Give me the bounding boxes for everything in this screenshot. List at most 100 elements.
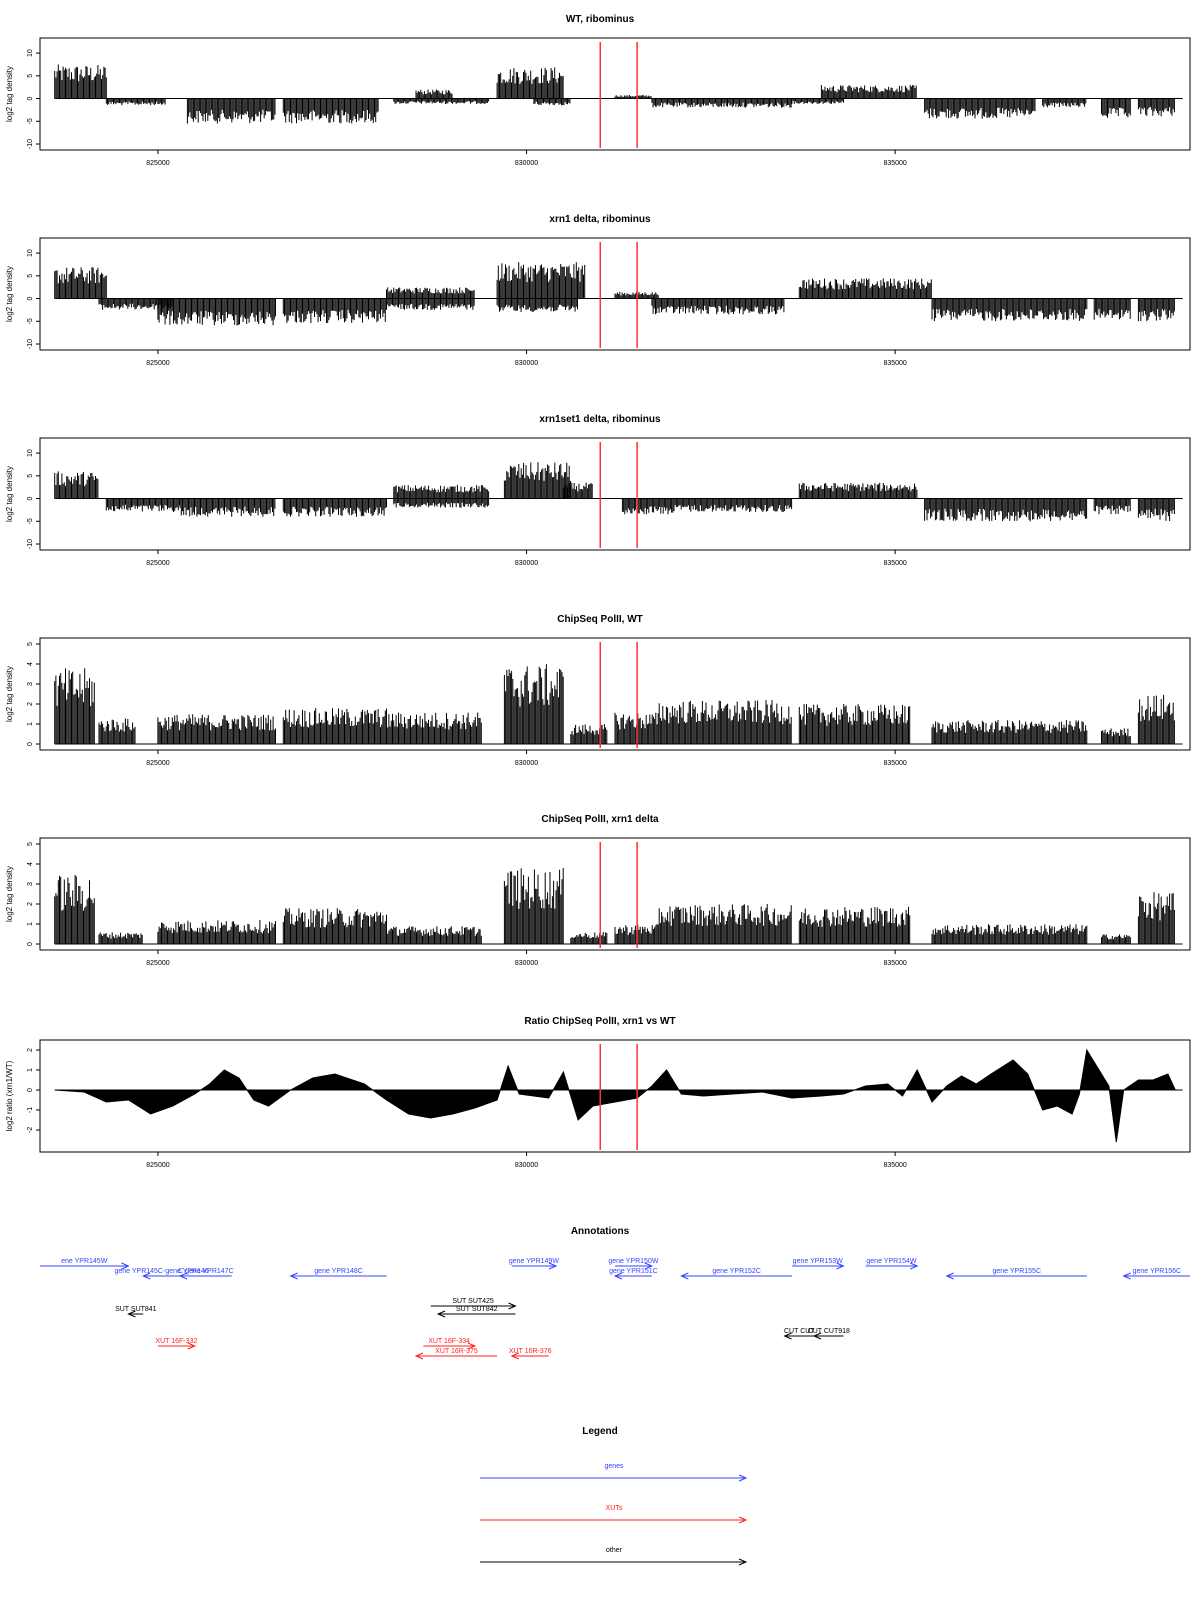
feature-label: CUT CUT918 (808, 1328, 850, 1335)
signal-segment-14 (1101, 98, 1131, 118)
x-tick-label: 825000 (146, 960, 169, 967)
y-tick-label: -5 (27, 518, 34, 524)
y-tick-label: 1 (27, 722, 34, 726)
signal-segment-6 (415, 89, 453, 99)
signal-segment-1 (54, 471, 99, 499)
feature-label: C gene YPR147C (178, 1268, 234, 1275)
feature-gene: gene YPR145C-gene YPR146 (114, 1268, 209, 1280)
y-axis-label: log2 tag density (5, 66, 14, 122)
signal-segment-5 (386, 926, 482, 944)
signal-segment-13 (1137, 892, 1175, 944)
y-tick-label: 1 (27, 922, 34, 926)
signal-segment-5 (386, 712, 482, 744)
signal-segment-2 (98, 932, 143, 944)
y-tick-label: 0 (27, 496, 34, 500)
y-axis-label: log2 ratio (xrn1/WT) (5, 1060, 14, 1131)
y-tick-label: 5 (27, 642, 34, 646)
x-tick-label: 825000 (146, 360, 169, 367)
y-tick-label: 1 (27, 1068, 34, 1072)
feature-label: ene YPR145W (61, 1258, 108, 1265)
feature-other: CUT CUT918 (808, 1328, 850, 1340)
signal-segment-11 (798, 482, 918, 499)
y-tick-label: -10 (27, 539, 34, 549)
legend-label: other (606, 1547, 623, 1554)
arrowhead-left (178, 1272, 188, 1280)
y-tick-label: -5 (27, 318, 34, 324)
signal-segment-3 (179, 498, 276, 517)
feature-other: CUT CUT (783, 1328, 815, 1340)
y-tick-label: -5 (27, 118, 34, 124)
chart-title: ChipSeq PolII, WT (557, 614, 643, 625)
signal-segment-5 (393, 485, 490, 499)
feature-gene: gene YPR153W (791, 1258, 845, 1270)
feature-label: XUT 16R-375 (435, 1348, 478, 1355)
arrowhead-left (414, 1352, 424, 1360)
feature-xut: XUT 16F-334 (423, 1338, 477, 1350)
y-tick-label: 0 (27, 1088, 34, 1092)
signal-segment-13 (1093, 298, 1131, 320)
feature-label: gene YPR156C (1133, 1268, 1182, 1275)
signal-segment-12 (924, 98, 1036, 119)
chart-title: WT, ribominus (566, 14, 635, 25)
x-tick-label: 835000 (883, 360, 906, 367)
y-tick-label: -10 (27, 339, 34, 349)
signal-segment-10 (651, 298, 785, 315)
x-tick-label: 830000 (515, 360, 538, 367)
x-tick-label: 835000 (883, 160, 906, 167)
annotations-title: Annotations (571, 1226, 630, 1237)
feature-label: XUT 16R-376 (509, 1348, 552, 1355)
chart-panel-6: Ratio ChipSeq PolII, xrn1 vs WT log2 rati… (5, 1016, 1191, 1169)
y-tick-label: 0 (27, 296, 34, 300)
signal-segment-11 (931, 720, 1088, 744)
feature-other: SUT SUT841 (115, 1306, 157, 1318)
y-axis-label: log2 tag density (5, 466, 14, 522)
arrowhead-left (613, 1272, 623, 1280)
signal-segment-3 (186, 98, 276, 124)
signal-segment-8 (533, 98, 571, 106)
legend-arrowhead (738, 1474, 748, 1482)
feature-xut: XUT 16F-332 (155, 1338, 197, 1350)
signal-segment-7 (503, 462, 571, 499)
y-tick-label: 4 (27, 662, 34, 666)
feature-gene: C gene YPR147C (178, 1268, 234, 1280)
signal-segment-11 (931, 924, 1088, 944)
feature-gene: gene YPR150W (608, 1258, 659, 1270)
feature-gene: gene YPR155C (945, 1268, 1087, 1280)
y-tick-label: 5 (27, 74, 34, 78)
signal-segment-6 (393, 498, 490, 508)
feature-gene: gene YPR148C (289, 1268, 387, 1280)
feature-label: gene YPR151C (609, 1268, 658, 1275)
signal-segment-7 (496, 262, 586, 299)
signal-segment-7 (496, 67, 564, 99)
signal-segment-14 (1137, 498, 1175, 521)
y-tick-label: 0 (27, 96, 34, 100)
arrowhead-right (187, 1342, 197, 1350)
legend-label: genes (604, 1463, 624, 1470)
x-tick-label: 825000 (146, 1162, 169, 1169)
signal-segment-4 (282, 98, 379, 124)
signal-segment-2 (105, 498, 180, 512)
signal-segment-13 (1137, 694, 1175, 744)
chart-panel-3: xrn1set1 delta, ribominus log2 tag densit… (5, 414, 1191, 567)
x-tick-label: 830000 (515, 960, 538, 967)
signal-segment-2 (105, 98, 166, 106)
y-tick-label: 4 (27, 862, 34, 866)
chart-title: ChipSeq PolII, xrn1 delta (541, 814, 659, 825)
signal-segment-12 (1101, 934, 1131, 944)
signal-segment-7 (570, 724, 608, 744)
feature-xut: XUT 16R-376 (509, 1348, 552, 1360)
signal-segment-13 (1042, 98, 1087, 108)
chart-panel-4: ChipSeq PolII, WT log2 tag density 0 1 2 3 4 5 8… (5, 614, 1191, 767)
signal-segment-3 (157, 298, 276, 326)
x-tick-label: 825000 (146, 760, 169, 767)
signal-segment-9 (614, 95, 652, 99)
chart-panel-1: WT, ribominus log2 tag density -10 -5 0 5 10 82… (5, 14, 1191, 167)
y-tick-label: 0 (27, 742, 34, 746)
feature-label: gene YPR152C (712, 1268, 761, 1275)
signal-segment-9 (614, 291, 659, 299)
arrowhead-left (436, 1310, 446, 1318)
signal-segment-9 (658, 904, 792, 944)
feature-gene: gene YPR156C (1122, 1268, 1190, 1280)
signal-segment-9 (658, 700, 792, 744)
